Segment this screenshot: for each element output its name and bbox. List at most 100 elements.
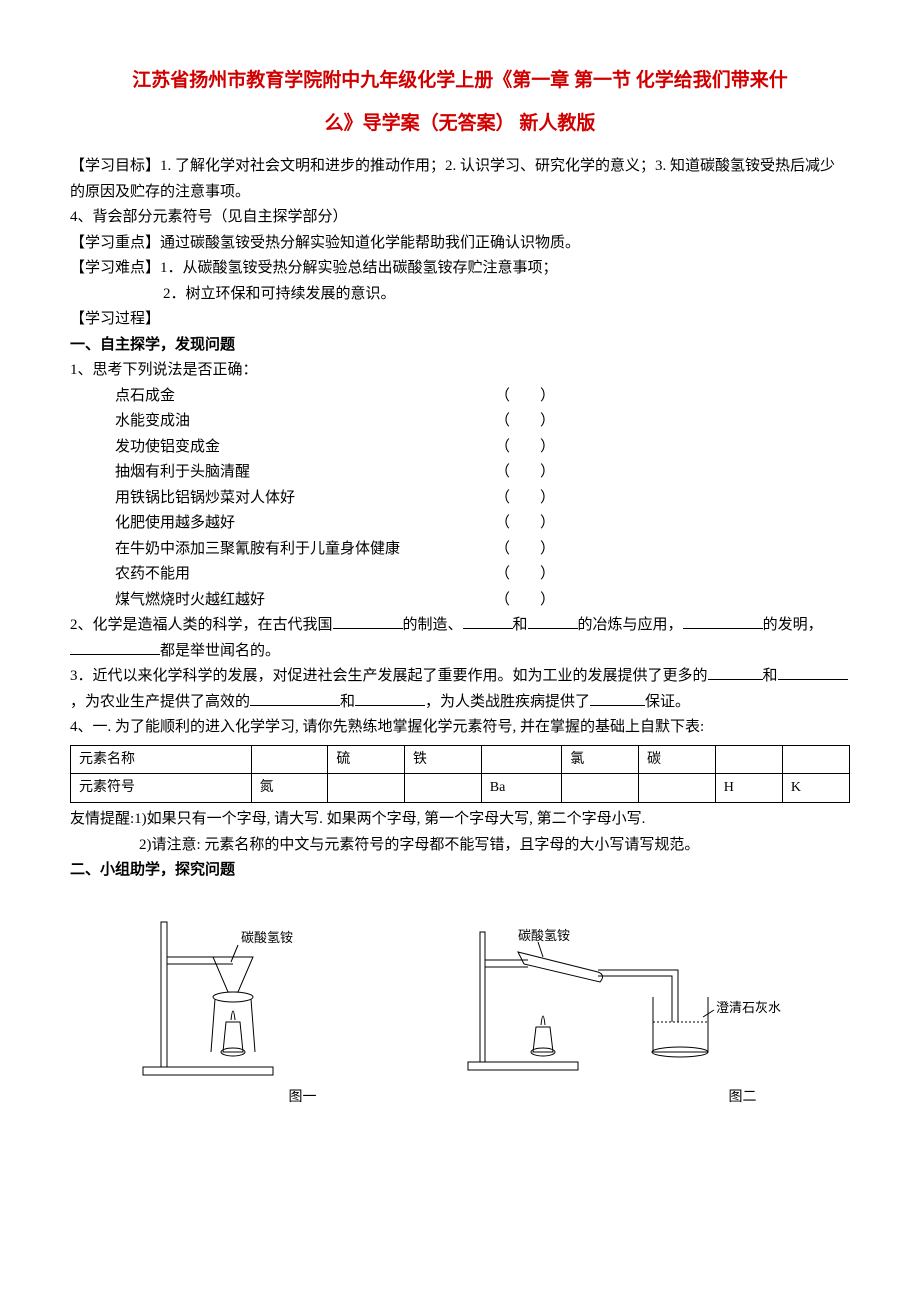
fill-blank[interactable] <box>250 690 340 706</box>
difficulty-label: 【学习难点】 <box>70 260 160 276</box>
paren-blank: （ ） <box>495 486 555 512</box>
statement-text: 在牛奶中添加三聚氰胺有利于儿童身体健康 <box>115 537 465 563</box>
difficulty-2: 2．树立环保和可持续发展的意识。 <box>70 282 850 308</box>
keypoint-text: 通过碳酸氢铵受热分解实验知道化学能帮助我们正确认识物质。 <box>160 235 580 251</box>
objectives-text: 1. 了解化学对社会文明和进步的推动作用；2. 认识学习、研究化学的意义；3. … <box>70 158 835 200</box>
statement-row: 农药不能用 （ ） <box>70 562 850 588</box>
paren-blank: （ ） <box>495 562 555 588</box>
paren-blank: （ ） <box>495 588 555 614</box>
statement-row: 发功使铝变成金 （ ） <box>70 435 850 461</box>
table-cell[interactable] <box>715 745 782 774</box>
table-cell: 铁 <box>405 745 482 774</box>
q3-text-c: ，为农业生产提供了高效的 <box>70 694 250 710</box>
fill-blank[interactable] <box>70 639 160 655</box>
q3-text-b: 和 <box>763 668 778 684</box>
q2-text-d: 的冶炼与应用， <box>578 617 683 633</box>
fill-blank[interactable] <box>355 690 425 706</box>
figures-row: 碳酸氢铵 图一 碳酸氢铵 <box>70 902 850 1111</box>
statement-text: 抽烟有利于头脑清醒 <box>115 460 465 486</box>
paren-blank: （ ） <box>495 511 555 537</box>
elements-table: 元素名称 硫 铁 氯 碳 元素符号 氮 Ba H K <box>70 745 850 804</box>
q2-text-b: 的制造、 <box>403 617 463 633</box>
difficulty-text-1: 1．从碳酸氢铵受热分解实验总结出碳酸氢铵存贮注意事项； <box>160 260 558 276</box>
table-cell[interactable] <box>639 774 716 803</box>
statement-text: 发功使铝变成金 <box>115 435 465 461</box>
keypoint-label: 【学习重点】 <box>70 235 160 251</box>
fig2-limewater-label: 澄清石灰水 <box>716 1000 781 1015</box>
page-title-line1: 江苏省扬州市教育学院附中九年级化学上册《第一章 第一节 化学给我们带来什 <box>70 60 850 102</box>
statement-row: 点石成金（ ） <box>70 384 850 410</box>
fill-blank[interactable] <box>528 613 578 629</box>
section-1-heading: 一、自主探学，发现问题 <box>70 333 850 359</box>
table-cell[interactable] <box>328 774 405 803</box>
apparatus-2-icon: 碳酸氢铵 澄清石灰水 <box>458 912 798 1082</box>
fill-blank[interactable] <box>463 613 513 629</box>
q3-text-d: 和 <box>340 694 355 710</box>
q3-text-f: 保证。 <box>645 694 690 710</box>
statement-row: 化肥使用越多越好 （ ） <box>70 511 850 537</box>
statement-row: 用铁锅比铝锅炒菜对人体好 （ ） <box>70 486 850 512</box>
keypoint: 【学习重点】通过碳酸氢铵受热分解实验知道化学能帮助我们正确认识物质。 <box>70 231 850 257</box>
process-label: 【学习过程】 <box>70 307 850 333</box>
figure-2: 碳酸氢铵 澄清石灰水 图二 <box>458 912 798 1111</box>
page-title-line2: 么》导学案（无答案） 新人教版 <box>70 108 850 140</box>
tip-1: 友情提醒:1)如果只有一个字母, 请大写. 如果两个字母, 第一个字母大写, 第… <box>70 807 850 833</box>
statement-text: 煤气燃烧时火越红越好 <box>115 588 465 614</box>
table-cell[interactable] <box>405 774 482 803</box>
q4-intro: 4、一. 为了能顺利的进入化学学习, 请你先熟练地掌握化学元素符号, 并在掌握的… <box>70 715 850 741</box>
table-cell[interactable] <box>782 745 849 774</box>
fig2-compound-label: 碳酸氢铵 <box>518 928 570 943</box>
q3-text-a: 3．近代以来化学科学的发展，对促进社会生产发展起了重要作用。如为工业的发展提供了… <box>70 668 708 684</box>
figure-1: 碳酸氢铵 图一 <box>123 902 353 1111</box>
objectives: 【学习目标】1. 了解化学对社会文明和进步的推动作用；2. 认识学习、研究化学的… <box>70 154 850 205</box>
table-cell: K <box>782 774 849 803</box>
statement-text: 水能变成油 <box>115 409 465 435</box>
q3-text-e: ，为人类战胜疾病提供了 <box>425 694 590 710</box>
q2-text-e: 的发明， <box>763 617 823 633</box>
objective-4: 4、背会部分元素符号（见自主探学部分） <box>70 205 850 231</box>
tip-2: 2)请注意: 元素名称的中文与元素符号的字母都不能写错，且字母的大小写请写规范。 <box>70 833 850 859</box>
figure-1-label: 图一 <box>289 1086 317 1110</box>
table-cell: H <box>715 774 782 803</box>
statement-row: 煤气燃烧时火越红越好 （ ） <box>70 588 850 614</box>
q2-text-c: 和 <box>513 617 528 633</box>
statement-row: 抽烟有利于头脑清醒 （ ） <box>70 460 850 486</box>
section-2-heading: 二、小组助学，探究问题 <box>70 858 850 884</box>
table-cell: 元素符号 <box>71 774 252 803</box>
figure-2-label: 图二 <box>729 1086 757 1110</box>
fig1-compound-label: 碳酸氢铵 <box>241 930 293 945</box>
fill-blank[interactable] <box>778 664 848 680</box>
fill-blank[interactable] <box>590 690 645 706</box>
q2: 2、化学是造福人类的科学，在古代我国的制造、和的冶炼与应用，的发明，都是举世闻名… <box>70 613 850 664</box>
table-cell: 氮 <box>251 774 328 803</box>
fill-blank[interactable] <box>708 664 763 680</box>
q2-text-a: 2、化学是造福人类的科学，在古代我国 <box>70 617 333 633</box>
table-cell: 元素名称 <box>71 745 252 774</box>
paren-blank: （ ） <box>495 435 555 461</box>
statements-list: 点石成金（ ） 水能变成油（ ） 发功使铝变成金（ ） 抽烟有利于头脑清醒（ ）… <box>70 384 850 614</box>
statement-row: 水能变成油（ ） <box>70 409 850 435</box>
apparatus-1-icon: 碳酸氢铵 <box>123 902 353 1082</box>
table-cell: 碳 <box>639 745 716 774</box>
paren-blank: （ ） <box>495 460 555 486</box>
q1-intro: 1、思考下列说法是否正确： <box>70 358 850 384</box>
paren-blank: （ ） <box>495 537 555 563</box>
statement-text: 用铁锅比铝锅炒菜对人体好 <box>115 486 465 512</box>
table-cell[interactable] <box>481 745 562 774</box>
table-cell[interactable] <box>562 774 639 803</box>
table-cell: 硫 <box>328 745 405 774</box>
q3: 3．近代以来化学科学的发展，对促进社会生产发展起了重要作用。如为工业的发展提供了… <box>70 664 850 715</box>
fill-blank[interactable] <box>333 613 403 629</box>
table-row: 元素名称 硫 铁 氯 碳 <box>71 745 850 774</box>
statement-text: 点石成金 <box>115 384 465 410</box>
objectives-label: 【学习目标】 <box>70 158 160 174</box>
statement-text: 化肥使用越多越好 <box>115 511 465 537</box>
table-cell: Ba <box>481 774 562 803</box>
fill-blank[interactable] <box>683 613 763 629</box>
table-row: 元素符号 氮 Ba H K <box>71 774 850 803</box>
table-cell: 氯 <box>562 745 639 774</box>
statement-row: 在牛奶中添加三聚氰胺有利于儿童身体健康 （ ） <box>70 537 850 563</box>
table-cell[interactable] <box>251 745 328 774</box>
statement-text: 农药不能用 <box>115 562 465 588</box>
difficulty-1: 【学习难点】1．从碳酸氢铵受热分解实验总结出碳酸氢铵存贮注意事项； <box>70 256 850 282</box>
